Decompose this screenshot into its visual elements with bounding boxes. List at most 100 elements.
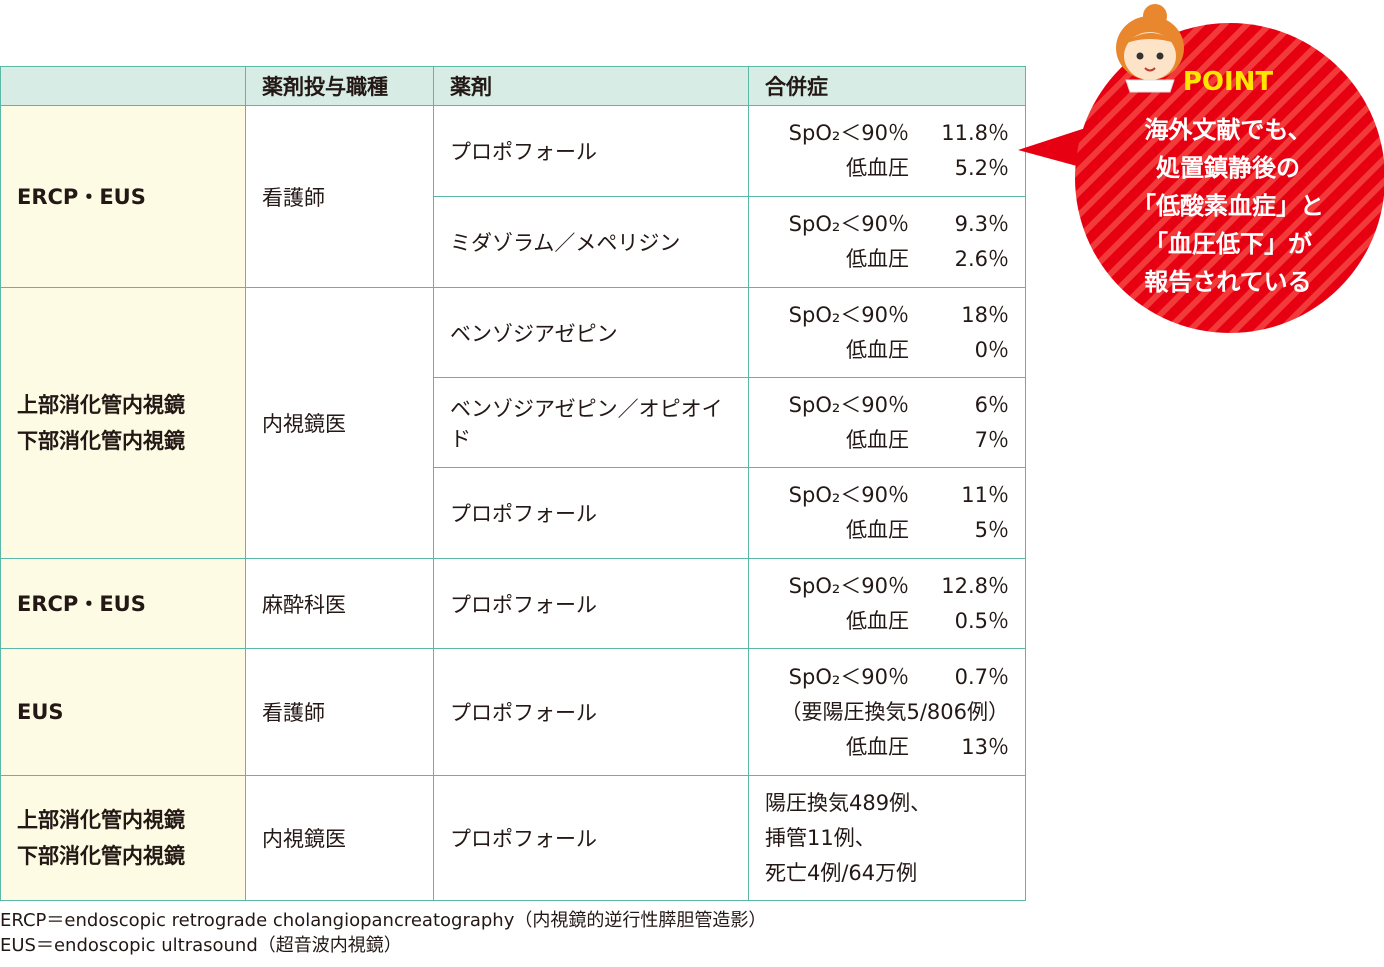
- complication-label: 低血圧: [846, 734, 909, 759]
- footnote: EUS＝endoscopic ultrasound（超音波内視鏡）: [0, 935, 402, 956]
- complication-text: （要陽圧換気5/806例）: [780, 699, 1009, 724]
- row: 上部消化管内視鏡 下部消化管内視鏡 内視鏡医 プロポフォール 陽圧換気489例、 挿管11…: [0, 775, 1026, 901]
- procedure: ERCP・EUS: [17, 591, 146, 616]
- complication-value: 6％: [974, 392, 1009, 417]
- complication-value: 18％: [961, 302, 1009, 327]
- complication-value: 0.5％: [954, 608, 1009, 633]
- complication-value: 11％: [961, 483, 1009, 507]
- procedure: 下部消化管内視鏡: [17, 844, 185, 868]
- callout-line: 処置鎮静後の: [1156, 154, 1300, 182]
- row: ミダゾラム／メペリジン SpO₂＜90％ 9.3％ 低血圧 2.6％: [1, 196, 1026, 288]
- row: 上部消化管内視鏡 下部消化管内視鏡 内視鏡医 ベンゾジアゼピン SpO₂＜90％ 18％低…: [0, 287, 1026, 559]
- complication-cell: SpO₂＜90％ 11％ 低血圧 5％: [748, 467, 1026, 559]
- complication-label: SpO₂＜90％: [788, 483, 909, 507]
- procedure-cell: 上部消化管内視鏡 下部消化管内視鏡: [0, 775, 246, 901]
- row: EUS 看護師 プロポフォール SpO₂＜90％ 0.7％ （要陽圧換気5/806例） 低血…: [0, 648, 1026, 776]
- drug-cell: ベンゾジアゼピン: [433, 287, 749, 378]
- complication-cell: 陽圧換気489例、 挿管11例、死亡4例/64万例: [748, 775, 1026, 901]
- header-cell: 合併症: [748, 66, 1026, 106]
- bubble: [1075, 23, 1384, 333]
- complication-value: 0.7％: [954, 664, 1009, 689]
- complication-cell: SpO₂＜90％ 6％ 低血圧 7％: [748, 377, 1026, 468]
- complication-line: SpO₂＜90％ 11.8％: [765, 116, 1009, 151]
- complication-label: SpO₂＜90％: [788, 302, 909, 327]
- header-cell: 薬剤: [433, 66, 749, 106]
- complication-line: 低血圧 7％: [765, 423, 1009, 458]
- complication-line: SpO₂＜90％ 18％: [765, 298, 1009, 333]
- complication-label: SpO₂＜90％: [788, 664, 909, 689]
- callout: POINT 海外文献でも、処置鎮静後の「低酸素血症」と「血圧低下」が報告されてい…: [1018, 4, 1384, 333]
- complication-label: SpO₂＜90％: [788, 392, 909, 417]
- header-row: 薬剤投与職種 薬剤 合併症: [0, 66, 1026, 106]
- callout-line: 「血圧低下」が: [1144, 230, 1312, 258]
- complication-value: 13％: [961, 734, 1009, 759]
- drug-cell: プロポフォール: [433, 775, 749, 901]
- procedure-cell: ERCP・EUS: [0, 105, 246, 288]
- staff-cell: 内視鏡医: [245, 775, 434, 901]
- drug-cell: プロポフォール: [433, 558, 749, 649]
- complication-text: 挿管11例、: [765, 825, 876, 850]
- complication-value: 11.8％: [941, 121, 1009, 145]
- drug-cell: ミダゾラム／メペリジン: [433, 196, 749, 288]
- drug-cell: ベンゾジアゼピン／オピオイド: [433, 377, 749, 468]
- complication-line: SpO₂＜90％ 11％: [765, 478, 1009, 513]
- drug-cell: プロポフォール: [433, 467, 749, 559]
- complication-label: 低血圧: [846, 518, 909, 542]
- complication-line: SpO₂＜90％ 6％: [765, 388, 1009, 423]
- complication-label: 低血圧: [846, 337, 909, 362]
- complication-label: 低血圧: [846, 156, 909, 180]
- table: 薬剤投与職種 薬剤 合併症 ERCP・EUS 看護師 プロポフォール SpO₂＜90％…: [0, 66, 1026, 901]
- procedure: 下部消化管内視鏡: [17, 429, 185, 453]
- complication-line: 低血圧 5.2％: [765, 151, 1009, 186]
- procedure: 上部消化管内視鏡: [17, 808, 185, 832]
- staff-cell: 看護師: [245, 105, 434, 288]
- complication-label: 低血圧: [846, 608, 909, 633]
- row: ERCP・EUS 麻酔科医 プロポフォール SpO₂＜90％ 12.8％ 低血圧 0.5％: [0, 558, 1026, 649]
- complication-text: 陽圧換気489例、: [765, 790, 932, 815]
- staff-cell: 内視鏡医: [245, 287, 434, 559]
- complication-label: 低血圧: [846, 427, 909, 452]
- complication-cell: SpO₂＜90％ 9.3％ 低血圧 2.6％: [748, 196, 1026, 288]
- procedure: ERCP・EUS: [17, 184, 146, 209]
- callout-heading: POINT: [1183, 67, 1274, 97]
- complication-cell: SpO₂＜90％ 0.7％ （要陽圧換気5/806例） 低血圧 13％: [748, 648, 1026, 776]
- complication-cell: SpO₂＜90％ 18％ 低血圧 0％: [748, 287, 1026, 378]
- callout-line: 海外文献でも、: [1144, 116, 1311, 144]
- procedure-cell: EUS: [0, 648, 246, 776]
- complication-line: SpO₂＜90％ 9.3％: [765, 207, 1009, 242]
- staff-cell: 麻酔科医: [245, 558, 434, 649]
- drug-cell: プロポフォール: [433, 105, 749, 197]
- footnote: ERCP＝endoscopic retrograde cholangiopanc…: [0, 910, 767, 931]
- complication-line: SpO₂＜90％ 12.8％: [765, 569, 1009, 604]
- complication-label: SpO₂＜90％: [788, 573, 909, 598]
- callout-line: 報告されている: [1144, 268, 1311, 296]
- complication-value: 12.8％: [941, 573, 1009, 598]
- header-cell: [0, 66, 246, 106]
- complication-line: 低血圧 0％: [765, 333, 1009, 368]
- staff-cell: 看護師: [245, 648, 434, 776]
- complication-value: 5.2％: [954, 156, 1009, 180]
- complication-value: 9.3％: [954, 212, 1009, 236]
- procedure-cell: 上部消化管内視鏡 下部消化管内視鏡: [0, 287, 246, 559]
- callout-line: 「低酸素血症」と: [1132, 192, 1324, 220]
- complication-cell: SpO₂＜90％ 11.8％ 低血圧 5.2％: [748, 105, 1026, 197]
- row: ERCP・EUS 看護師 プロポフォール SpO₂＜90％ 11.8％ 低血圧 5.2％: [0, 105, 1026, 288]
- drug-cell: プロポフォール: [433, 648, 749, 776]
- complication-value: 7％: [974, 427, 1009, 452]
- complication-value: 0％: [974, 337, 1009, 362]
- complication-label: SpO₂＜90％: [788, 212, 909, 236]
- complication-line: 低血圧 5％: [765, 513, 1009, 548]
- procedure-cell: ERCP・EUS: [0, 558, 246, 649]
- complication-line: 低血圧 13％: [765, 730, 1009, 765]
- complication-label: 低血圧: [846, 247, 909, 271]
- procedure: 上部消化管内視鏡: [17, 393, 185, 417]
- footnotes: ERCP＝endoscopic retrograde cholangiopanc…: [0, 908, 766, 958]
- complication-text: 死亡4例/64万例: [765, 860, 918, 885]
- complication-line: SpO₂＜90％ 0.7％: [765, 660, 1009, 695]
- complication-line: 低血圧 0.5％: [765, 604, 1009, 639]
- complication-cell: SpO₂＜90％ 12.8％ 低血圧 0.5％: [748, 558, 1026, 649]
- complication-line: 低血圧 2.6％: [765, 242, 1009, 277]
- procedure: EUS: [17, 700, 64, 724]
- character: [1116, 4, 1184, 93]
